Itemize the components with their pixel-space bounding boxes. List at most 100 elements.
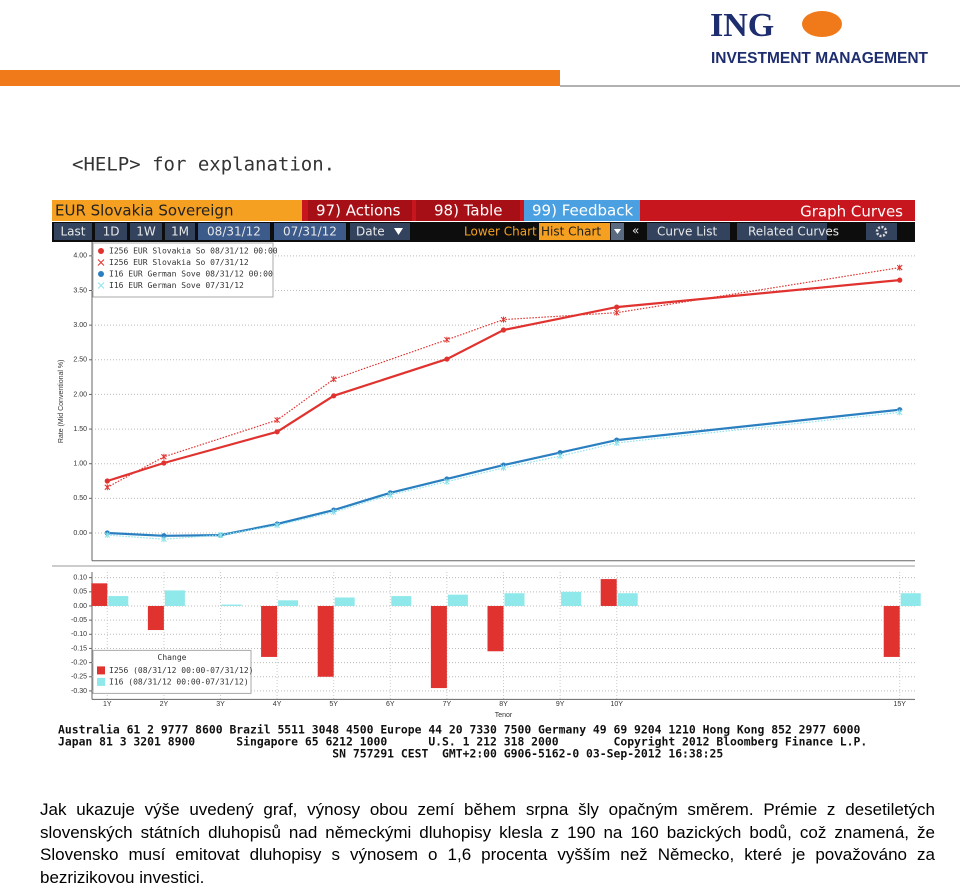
x-tick-label: 6Y: [386, 701, 395, 708]
y-axis-label: Rate (Mid Conventional %): [58, 360, 65, 444]
button[interactable]: [54, 223, 92, 240]
bar: [147, 605, 164, 631]
collapse[interactable]: «: [632, 224, 639, 238]
y-tick-label: 0.10: [73, 575, 87, 582]
legend-label: I16 EUR German Sove 07/31/12: [109, 281, 244, 290]
x-tick-label: 2Y: [160, 701, 169, 708]
point: [897, 277, 903, 283]
point: [444, 336, 450, 343]
bar: [504, 593, 525, 606]
point: [500, 327, 507, 333]
legend-marker: [98, 248, 104, 254]
button-label: Date: [356, 225, 385, 239]
x-tick-label: 1Y: [103, 701, 112, 708]
point: [330, 509, 337, 516]
y-tick-label: 3.50: [73, 287, 87, 294]
point: [161, 533, 167, 539]
y-tick-label: -0.20: [71, 659, 87, 666]
table-button[interactable]: [416, 200, 520, 221]
button[interactable]: [130, 223, 162, 240]
series-line: [107, 267, 900, 488]
point: [104, 532, 111, 539]
feedback: 99) Feedback: [532, 202, 633, 220]
y-tick-label: 1.50: [73, 426, 87, 433]
point: [444, 356, 450, 362]
footer-line: SN 757291 CEST GMT+2:00 G906-5162-0 03-S…: [58, 747, 723, 761]
point: [557, 453, 563, 460]
hist-chart-box[interactable]: [539, 223, 610, 240]
point: [274, 417, 280, 424]
y-tick-label: 2.00: [73, 391, 87, 398]
footer-line: Japan 81 3 3201 8900 Singapore 65 6212 1…: [58, 735, 867, 749]
x-tick-label: 4Y: [273, 701, 282, 708]
y-tick-label: 4.00: [73, 253, 87, 260]
y-tick-label: 2.50: [73, 357, 87, 364]
bar: [600, 579, 617, 606]
y-tick-label: 3.00: [73, 322, 87, 329]
point: [500, 316, 507, 323]
button[interactable]: [274, 223, 346, 240]
y-tick-label: -0.15: [71, 645, 87, 652]
button[interactable]: [165, 223, 195, 240]
bar: [108, 596, 129, 606]
bar: [487, 605, 504, 652]
point: [444, 478, 450, 485]
point: [104, 484, 111, 491]
y-tick-label: -0.30: [71, 688, 87, 695]
x-tick-label: 9Y: [556, 701, 565, 708]
related-button[interactable]: [737, 223, 827, 240]
curve-list: Curve List: [657, 225, 717, 239]
series-line: [106, 279, 900, 483]
help-text: <HELP> for explanation.: [72, 154, 335, 176]
x-tick-label: 8Y: [499, 701, 508, 708]
bar: [430, 605, 447, 689]
button[interactable]: [350, 223, 410, 240]
related-curves: Related Curves: [748, 225, 839, 239]
hist-chart: Hist Chart: [541, 225, 601, 239]
actions-button[interactable]: [308, 200, 412, 221]
curve-list-button[interactable]: [647, 223, 730, 240]
legend-marker: [97, 677, 105, 686]
lower-chart: Lower Chart: [464, 225, 537, 239]
legend-label: I16 EUR German Sove 08/31/12 00:00: [109, 270, 273, 279]
x-tick-label: 7Y: [443, 701, 452, 708]
dropdown-arrow: [394, 228, 403, 235]
legend-label: I256 EUR Slovakia So 08/31/12 00:00: [109, 247, 278, 256]
point: [896, 409, 903, 416]
legend-label: I16 (08/31/12 00:00-07/31/12): [109, 677, 249, 686]
button[interactable]: [198, 223, 270, 240]
legend-box: [92, 649, 252, 694]
chart-panel: [52, 242, 915, 722]
orange-bar: [0, 70, 560, 86]
x-tick-label: 3Y: [216, 701, 225, 708]
logo-lion: [802, 11, 842, 37]
button[interactable]: [95, 223, 127, 240]
caption: Jak ukazuje výše uvedený graf, výnosy ob…: [40, 800, 935, 887]
y-tick-label: 0.00: [73, 530, 87, 537]
point: [613, 439, 620, 446]
security-box[interactable]: [52, 200, 302, 221]
feedback-button[interactable]: [524, 200, 640, 221]
bar: [91, 583, 108, 606]
x-tick-label: 10Y: [610, 701, 623, 708]
point: [557, 450, 563, 456]
legend-marker: [97, 259, 105, 266]
point: [161, 536, 167, 543]
y-tick-label: 1.00: [73, 461, 87, 468]
y-tick-label: -0.10: [71, 631, 87, 638]
bar: [261, 605, 278, 657]
legend-marker: [97, 666, 105, 675]
x-axis-label: Tenor: [495, 712, 513, 719]
y-tick-label: 0.05: [73, 589, 87, 596]
button-label: 1W: [136, 225, 156, 239]
graph-curves: Graph Curves: [800, 203, 903, 221]
point: [330, 376, 337, 383]
bar: [221, 604, 242, 606]
legend-marker: [98, 271, 104, 277]
bar: [334, 597, 355, 606]
point: [387, 491, 394, 498]
point: [613, 309, 620, 316]
settings-button[interactable]: [866, 223, 897, 240]
